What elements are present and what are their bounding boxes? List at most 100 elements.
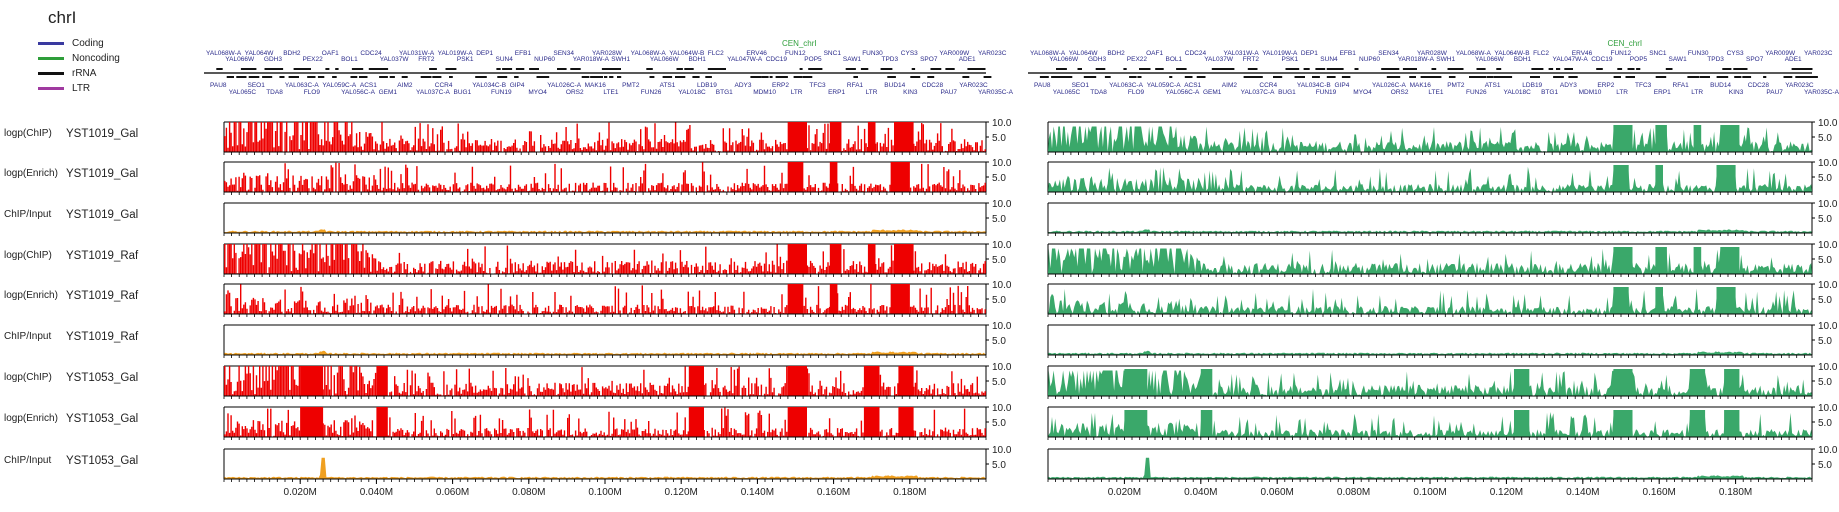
saturated-peak xyxy=(1655,247,1667,274)
legend-swatch-coding xyxy=(38,42,64,45)
baseline-ticks xyxy=(1047,152,1813,155)
saturated-peak xyxy=(1693,125,1702,152)
legend-item-ltr: LTR xyxy=(38,81,120,96)
gene-label-top: BOL1 xyxy=(1166,56,1183,63)
baseline-ticks xyxy=(223,355,987,358)
gene-label-top: CDC19 xyxy=(766,56,788,63)
gene-label-bottom: LTE1 xyxy=(603,89,618,96)
gene-label-top: YAL019W-A xyxy=(438,50,474,57)
legend-swatch-ltr xyxy=(38,87,64,90)
gene-label-bottom: KIN3 xyxy=(903,89,918,96)
gene-label-bottom: BUG1 xyxy=(454,89,472,96)
y-tick-label: 10.0 xyxy=(992,445,1012,456)
track-type-label: ChIP/Input xyxy=(4,455,52,466)
gene-label-top: YAL064W xyxy=(245,50,275,57)
y-tick-label: 10.0 xyxy=(992,321,1012,332)
saturated-peak xyxy=(1514,369,1530,396)
saturated-peak xyxy=(894,244,914,274)
gene-label-top: EFB1 xyxy=(1340,50,1357,57)
signal-area xyxy=(224,350,986,355)
gene-label-bottom: ADY3 xyxy=(735,82,752,89)
x-tick-label: 0.100M xyxy=(588,487,621,498)
saturated-peak xyxy=(898,366,914,396)
saturated-peak xyxy=(1716,165,1736,192)
signal-area xyxy=(1048,166,1812,192)
signal-area xyxy=(1048,229,1812,233)
gene-label-top: TPD3 xyxy=(882,56,899,63)
gene-label-bottom: BUD14 xyxy=(1710,82,1731,89)
x-tick-label: 0.080M xyxy=(1337,487,1370,498)
saturated-peak xyxy=(1724,369,1740,396)
gene-label-bottom: YAL026C-A xyxy=(1372,82,1407,89)
legend-label-noncoding: Noncoding xyxy=(72,53,120,64)
x-tick-label: 0.100M xyxy=(1413,487,1446,498)
legend-item-coding: Coding xyxy=(38,36,120,51)
baseline-ticks xyxy=(223,192,987,195)
saturated-peak xyxy=(787,407,807,437)
gene-label-top: BDH2 xyxy=(283,50,301,57)
gene-label-top: BDH2 xyxy=(1107,50,1125,57)
gene-label-top: DEP1 xyxy=(1301,50,1318,57)
saturated-peak xyxy=(829,122,842,152)
saturated-peak xyxy=(1716,287,1736,314)
y-tick-label: 10.0 xyxy=(992,403,1012,414)
gene-label-bottom: LTE1 xyxy=(1428,89,1443,96)
gene-label-top: YAR018W-A xyxy=(1398,56,1435,63)
gene-label-top: FUN12 xyxy=(785,50,806,57)
gene-label-top: CYS3 xyxy=(901,50,918,57)
gene-label-top: ADE1 xyxy=(959,56,976,63)
gene-label-bottom: LTR xyxy=(1616,89,1628,96)
y-tick-label: 5.0 xyxy=(1818,295,1832,306)
track-sample-label: YST1019_Raf xyxy=(66,250,139,262)
gene-label-bottom: ORS2 xyxy=(566,89,584,96)
track-type-label: logp(Enrich) xyxy=(4,290,58,301)
gene-label-bottom: AIM2 xyxy=(397,82,413,89)
gene-label-top: YAL064W xyxy=(1069,50,1099,57)
y-tick-label: 10.0 xyxy=(1818,199,1838,210)
gene-label-bottom: BUG1 xyxy=(1278,89,1296,96)
gene-label-top: YAL066W xyxy=(650,56,680,63)
saturated-peak xyxy=(1655,125,1667,152)
gene-features xyxy=(1039,68,1818,78)
saturated-peak xyxy=(787,122,807,152)
gene-label-bottom: YAL059C-A xyxy=(1147,82,1182,89)
track-type-label: logp(ChIP) xyxy=(4,250,52,261)
saturated-peak xyxy=(894,122,914,152)
gene-label-top: YAR028W xyxy=(592,50,623,57)
track-label-row: logp(Enrich) YST1019_Gal xyxy=(0,168,225,182)
track-type-label: logp(ChIP) xyxy=(4,372,52,383)
track-label-row: logp(ChIP) YST1019_Raf xyxy=(0,250,225,264)
gene-label-bottom: YAL034C-B xyxy=(472,82,506,89)
track-label-row: logp(ChIP) YST1053_Gal xyxy=(0,372,225,386)
saturated-peak xyxy=(688,407,704,437)
gene-label-bottom: FUN19 xyxy=(1316,89,1337,96)
gene-label-bottom: MYO4 xyxy=(1353,89,1372,96)
gene-label-bottom: YAL065C xyxy=(229,89,257,96)
gene-label-bottom: ATS1 xyxy=(660,82,676,89)
baseline-ticks xyxy=(223,396,987,399)
gene-label-bottom: BTG1 xyxy=(1541,89,1558,96)
saturated-peak xyxy=(1514,410,1530,437)
track-type-label: logp(Enrich) xyxy=(4,413,58,424)
gene-label-bottom: CDC28 xyxy=(922,82,944,89)
saturated-peak xyxy=(1724,410,1740,437)
x-tick-label: 0.120M xyxy=(1490,487,1523,498)
gene-label-top: YAL064W-B xyxy=(669,50,704,57)
gene-label-bottom: YAL063C-A xyxy=(1109,82,1144,89)
x-tick-label: 0.040M xyxy=(360,487,393,498)
y-tick-label: 10.0 xyxy=(1818,158,1838,169)
gene-label-bottom: MYO4 xyxy=(528,89,547,96)
y-tick-label: 10.0 xyxy=(992,199,1012,210)
gene-label-bottom: YAL065C xyxy=(1053,89,1081,96)
gene-label-bottom: TDA8 xyxy=(1090,89,1107,96)
centromere-label: CEN_chrI xyxy=(1607,39,1642,48)
gene-label-top: SWH1 xyxy=(611,56,630,63)
gene-label-top: YAL047W-A xyxy=(727,56,763,63)
legend-item-rrna: rRNA xyxy=(38,66,120,81)
y-tick-label: 5.0 xyxy=(1818,214,1832,225)
y-tick-label: 5.0 xyxy=(992,295,1006,306)
signal-bars xyxy=(224,162,986,192)
gene-label-bottom: MAK16 xyxy=(1410,82,1432,89)
y-tick-label: 5.0 xyxy=(1818,377,1832,388)
gene-label-top: POP5 xyxy=(1630,56,1648,63)
